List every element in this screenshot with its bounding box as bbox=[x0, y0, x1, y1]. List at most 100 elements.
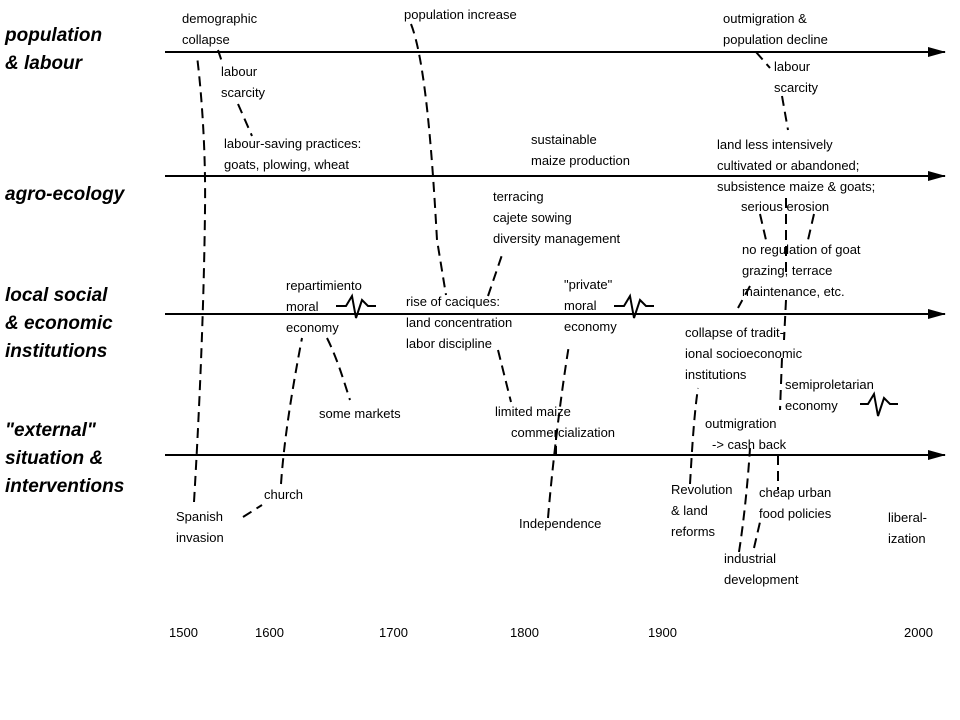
note-line: commercialization bbox=[511, 425, 616, 440]
link-industrial bbox=[738, 447, 751, 553]
note-line: collapse of tradit- bbox=[685, 325, 784, 340]
row-label-line: agro-ecology bbox=[5, 184, 125, 205]
note-spanish-invasion: Spanish invasion bbox=[176, 506, 224, 548]
note-line: cheap urban bbox=[759, 485, 832, 500]
row-label-line: population bbox=[5, 25, 103, 46]
note-line: Revolution bbox=[671, 482, 733, 497]
note-line: ization bbox=[888, 531, 926, 546]
note-line: industrial bbox=[724, 551, 777, 566]
note-limited-maize: limited maize bbox=[495, 401, 571, 422]
note-revolution: Revolution & land reforms bbox=[671, 479, 732, 542]
note-line: repartimiento bbox=[286, 278, 362, 293]
note-line: demographic bbox=[182, 11, 258, 26]
note-private-moral: "private" moral economy bbox=[564, 274, 617, 337]
row-label-line: institutions bbox=[5, 341, 108, 362]
note-line: reforms bbox=[671, 524, 716, 539]
note-line: labour bbox=[774, 59, 811, 74]
row-label-external: "external" situation & interventions bbox=[5, 417, 124, 501]
note-labour-saving: labour-saving practices: goats, plowing,… bbox=[224, 133, 361, 175]
note-line: collapse bbox=[182, 32, 230, 47]
note-labour-scarcity-late: labour scarcity bbox=[774, 56, 818, 98]
note-no-regulation: no regulation of goat grazing, terrace m… bbox=[742, 239, 861, 302]
note-line: terracing bbox=[493, 189, 544, 204]
note-line: Spanish bbox=[176, 509, 223, 524]
year-tick-1800: 1800 bbox=[510, 625, 539, 640]
note-line: grazing, terrace bbox=[742, 263, 833, 278]
year-tick-1600: 1600 bbox=[255, 625, 284, 640]
note-line: outmigration bbox=[705, 416, 777, 431]
note-line: cajete sowing bbox=[493, 210, 572, 225]
note-line: labor discipline bbox=[406, 336, 492, 351]
note-line: Independence bbox=[519, 516, 602, 531]
link-outmigration-scarcity bbox=[755, 51, 771, 69]
row-label-line: situation & bbox=[5, 448, 104, 469]
note-line: land concentration bbox=[406, 315, 513, 330]
link-repartimiento-markets bbox=[326, 337, 351, 401]
note-line: invasion bbox=[176, 530, 224, 545]
link-caciques-terracing bbox=[487, 251, 504, 297]
zigzag-1680 bbox=[336, 293, 376, 319]
note-collapse-traditional: collapse of tradit- ional socioeconomic … bbox=[685, 322, 802, 385]
note-line: rise of caciques: bbox=[406, 294, 500, 309]
link-scarcity-practices bbox=[237, 103, 253, 137]
note-line: -> cash back bbox=[712, 437, 787, 452]
note-line: goats, plowing, wheat bbox=[224, 157, 350, 172]
note-line: liberal- bbox=[888, 510, 928, 525]
note-cheap-food: cheap urban food policies bbox=[759, 482, 831, 524]
note-labour-scarcity-early: labour scarcity bbox=[221, 61, 265, 103]
note-line: scarcity bbox=[774, 80, 819, 95]
row-label-agro-ecology: agro-ecology bbox=[5, 181, 124, 209]
note-outmigration-decline: outmigration & population decline bbox=[723, 8, 828, 50]
note-semiproletarian: semiproletarian economy bbox=[785, 374, 874, 416]
note-line: population decline bbox=[723, 32, 828, 47]
note-line: moral bbox=[286, 299, 319, 314]
link-central-vertical bbox=[779, 198, 787, 411]
note-caciques: rise of caciques: land concentration lab… bbox=[406, 291, 512, 354]
note-line: institutions bbox=[685, 367, 747, 382]
note-church: church bbox=[264, 484, 303, 505]
link-land-erosion bbox=[759, 213, 767, 241]
note-line: development bbox=[724, 572, 799, 587]
link-erosion-regulation bbox=[807, 213, 815, 241]
row-label-line: & labour bbox=[5, 53, 83, 74]
row-label-line: & economic bbox=[5, 313, 113, 334]
note-line: maize production bbox=[531, 153, 630, 168]
note-land-less-intensive: land less intensively cultivated or aban… bbox=[717, 134, 875, 197]
link-collapse-scarcity bbox=[217, 49, 223, 63]
note-population-increase: population increase bbox=[404, 4, 517, 25]
note-terracing: terracing cajete sowing diversity manage… bbox=[493, 186, 620, 249]
note-serious-erosion: serious erosion bbox=[741, 196, 829, 217]
note-line: economy bbox=[286, 320, 339, 335]
note-line: some markets bbox=[319, 406, 401, 421]
note-commercialization: commercialization bbox=[511, 422, 615, 443]
note-line: cultivated or abandoned; bbox=[717, 158, 860, 173]
note-line: sustainable bbox=[531, 132, 597, 147]
note-line: population increase bbox=[404, 7, 517, 22]
note-line: no regulation of goat bbox=[742, 242, 861, 257]
link-church-repartimiento bbox=[242, 504, 263, 518]
row-label-social: local social & economic institutions bbox=[5, 282, 113, 366]
row-label-population: population & labour bbox=[5, 22, 102, 78]
note-line: limited maize bbox=[495, 404, 571, 419]
note-cash-back: -> cash back bbox=[712, 434, 786, 455]
row-label-line: local social bbox=[5, 285, 108, 306]
note-line: scarcity bbox=[221, 85, 266, 100]
link-church-up bbox=[280, 337, 303, 485]
year-tick-2000: 2000 bbox=[904, 625, 933, 640]
zigzag-1960 bbox=[860, 391, 898, 417]
note-line: maintenance, etc. bbox=[742, 284, 845, 299]
link-regulation-collapse bbox=[737, 285, 751, 309]
year-tick-1500: 1500 bbox=[169, 625, 198, 640]
note-liberalization: liberal- ization bbox=[888, 507, 927, 549]
note-repartimiento: repartimiento moral economy bbox=[286, 275, 362, 338]
note-line: church bbox=[264, 487, 304, 502]
link-increase-caciques bbox=[410, 23, 447, 296]
note-line: "private" bbox=[564, 277, 613, 292]
note-industrial: industrial development bbox=[724, 548, 798, 590]
note-line: economy bbox=[564, 319, 617, 334]
note-demographic-collapse: demographic collapse bbox=[182, 8, 257, 50]
link-revolution bbox=[689, 387, 699, 485]
row-label-line: "external" bbox=[5, 420, 96, 441]
